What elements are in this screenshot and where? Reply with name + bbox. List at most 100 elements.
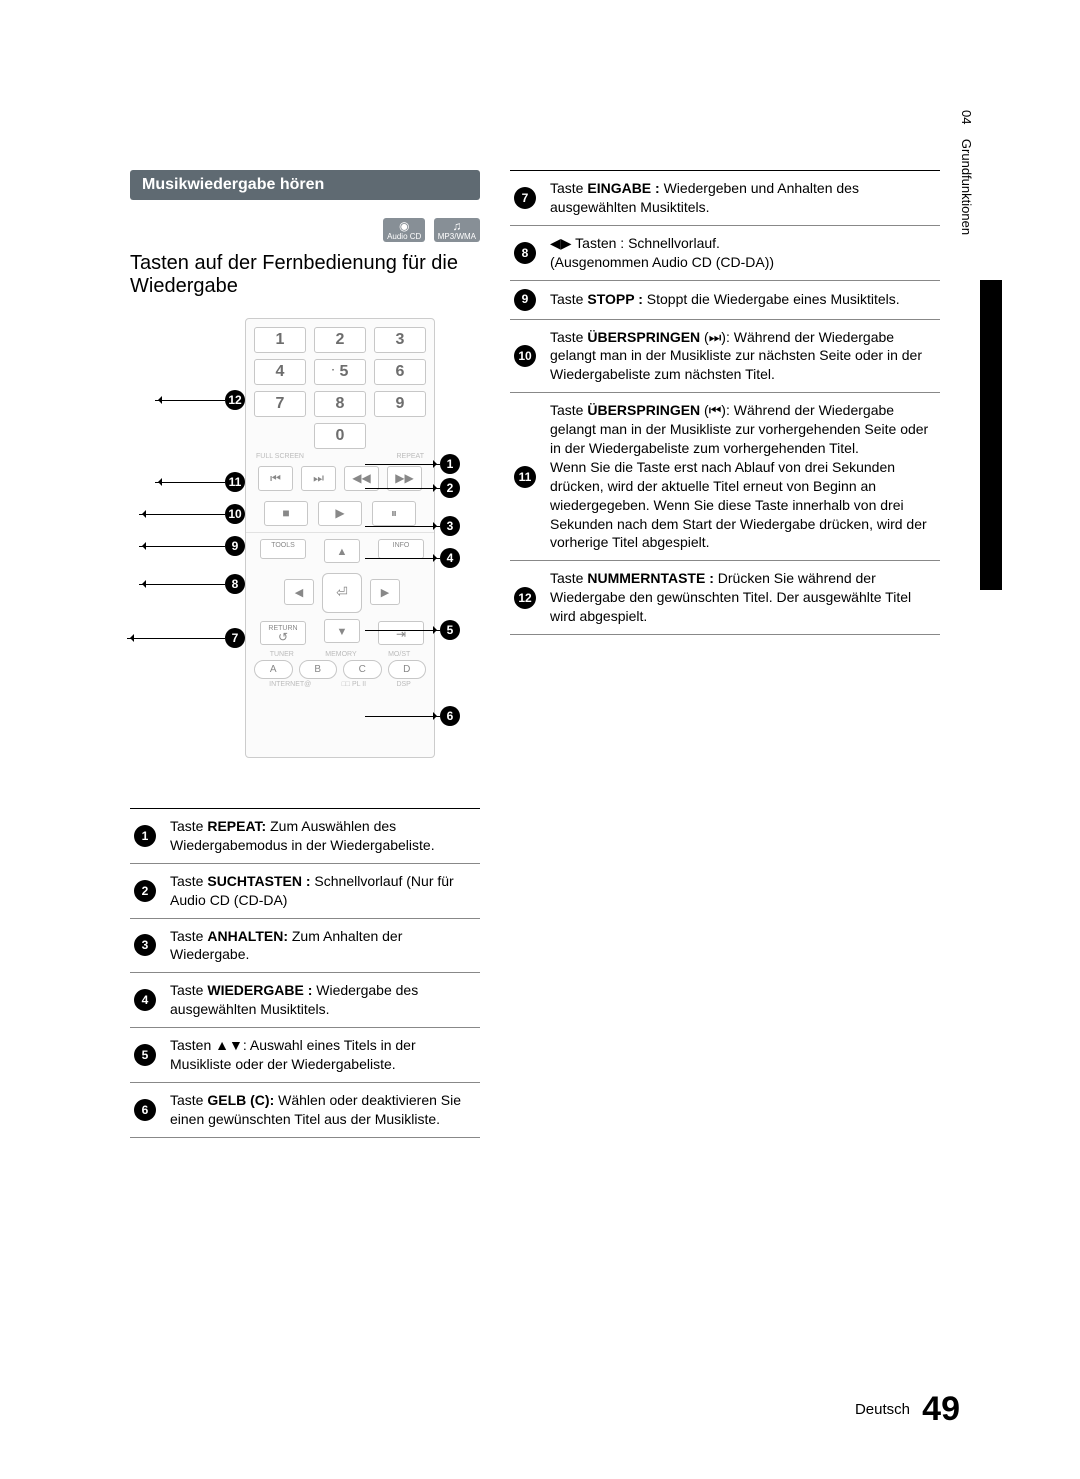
desc-text: Tasten ▲▼: Auswahl eines Titels in der M… (170, 1036, 476, 1074)
desc-text: Taste SUCHTASTEN : Schnellvorlauf (Nur f… (170, 872, 476, 910)
key-right: ▶ (370, 579, 400, 605)
desc-row: 9 Taste STOPP : Stoppt die Wiedergabe ein… (510, 281, 940, 320)
page-footer: Deutsch 49 (855, 1390, 960, 1429)
desc-row: 7 Taste EINGABE : Wiedergeben und Anhalte… (510, 171, 940, 226)
key-7: 7 (254, 391, 306, 417)
callout-5: 5 (365, 620, 460, 640)
key-up: ▲ (324, 539, 360, 563)
desc-bullet: 12 (514, 587, 536, 609)
footer-lang: Deutsch (855, 1401, 910, 1418)
key-down: ▼ (324, 619, 360, 643)
desc-text: Taste ÜBERSPRINGEN (⏮): Während der Wied… (550, 401, 936, 552)
key-4: 4 (254, 359, 306, 385)
key-a: A (254, 660, 293, 679)
callout-1: 1 (365, 454, 460, 474)
desc-bullet: 5 (134, 1044, 156, 1066)
desc-text: Taste ANHALTEN: Zum Anhalten der Wiederg… (170, 927, 476, 965)
footer-page-number: 49 (922, 1390, 960, 1428)
callouts-left: 12 11 10 9 8 7 (150, 318, 245, 778)
desc-row: 6 Taste GELB (C): Wählen oder deaktiviere… (130, 1083, 480, 1138)
key-play: ▶ (318, 501, 362, 526)
key-1: 1 (254, 327, 306, 353)
chapter-title: Grundfunktionen (959, 139, 974, 235)
label-dsp: DSP (396, 681, 410, 688)
desc-text: Taste EINGABE : Wiedergeben und Anhalten… (550, 179, 936, 217)
desc-row: 4 Taste WIEDERGABE : Wiedergabe des ausge… (130, 973, 480, 1028)
callout-12: 12 (155, 390, 245, 410)
desc-text: Taste NUMMERNTASTE : Drücken Sie während… (550, 569, 936, 626)
desc-bullet: 11 (514, 466, 536, 488)
side-black-bar (980, 280, 1002, 590)
key-d: D (388, 660, 427, 679)
side-tab: 04 Grundfunktionen (959, 110, 974, 235)
desc-bullet: 7 (514, 187, 536, 209)
color-row: A B C D (254, 660, 426, 679)
desc-table-right: 7 Taste EINGABE : Wiedergeben und Anhalte… (510, 170, 940, 635)
key-5: · 5 (314, 359, 366, 385)
desc-bullet: 1 (134, 825, 156, 847)
key-c: C (343, 660, 382, 679)
key-2: 2 (314, 327, 366, 353)
callout-2: 2 (365, 478, 460, 498)
key-9: 9 (374, 391, 426, 417)
callout-11: 11 (155, 472, 245, 492)
callout-9: 9 (139, 536, 245, 556)
key-next: ⏭ (301, 466, 336, 491)
page-subtitle: Tasten auf der Fernbedienung für die Wie… (130, 252, 480, 298)
callout-3: 3 (365, 516, 460, 536)
desc-row: 1 Taste REPEAT: Zum Auswählen des Wiederg… (130, 809, 480, 864)
desc-bullet: 9 (514, 289, 536, 311)
desc-bullet: 10 (514, 345, 536, 367)
key-8: 8 (314, 391, 366, 417)
callout-4: 4 (365, 548, 460, 568)
label-pl2: □□ PL II (342, 681, 367, 688)
label-fullscreen: FULL SCREEN (256, 453, 304, 460)
remote-body: 1 2 3 4 · 5 6 7 8 9 0 FULL SCREENREPEAT … (245, 318, 435, 758)
desc-bullet: 8 (514, 242, 536, 264)
key-left: ◀ (284, 579, 314, 605)
chapter-number: 04 (959, 110, 974, 124)
desc-row: 10 Taste ÜBERSPRINGEN (⏭): Während der Wi… (510, 320, 940, 394)
desc-row: 12 Taste NUMMERNTASTE : Drücken Sie währe… (510, 561, 940, 635)
page-content: Musikwiedergabe hören ◉Audio CD ♫MP3/WMA… (130, 170, 950, 1138)
key-3: 3 (374, 327, 426, 353)
desc-row: 2 Taste SUCHTASTEN : Schnellvorlauf (Nur … (130, 864, 480, 919)
label-internet: INTERNET@ (269, 681, 311, 688)
desc-bullet: 4 (134, 989, 156, 1011)
key-stop: ■ (264, 501, 308, 526)
desc-row: 3 Taste ANHALTEN: Zum Anhalten der Wieder… (130, 919, 480, 974)
label-molist: MO/ST (388, 651, 410, 658)
media-chips: ◉Audio CD ♫MP3/WMA (130, 218, 480, 244)
section-title-bar: Musikwiedergabe hören (130, 170, 480, 200)
label-memory: MEMORY (325, 651, 356, 658)
desc-row: 8 ◀▶ Tasten : Schnellvorlauf.(Ausgenommen… (510, 226, 940, 281)
remote-diagram: 1 2 3 4 · 5 6 7 8 9 0 FULL SCREENREPEAT … (150, 318, 460, 778)
desc-bullet: 2 (134, 880, 156, 902)
desc-text: Taste WIEDERGABE : Wiedergabe des ausgew… (170, 981, 476, 1019)
key-prev: ⏮ (258, 466, 293, 491)
callouts-right: 1 2 3 4 5 6 (435, 318, 460, 778)
desc-row: 5 Tasten ▲▼: Auswahl eines Titels in der … (130, 1028, 480, 1083)
desc-row: 11 Taste ÜBERSPRINGEN (⏮): Während der Wi… (510, 393, 940, 561)
desc-bullet: 6 (134, 1099, 156, 1121)
callout-6: 6 (365, 706, 460, 726)
chip-audio-cd: ◉Audio CD (383, 218, 425, 242)
desc-text: ◀▶ Tasten : Schnellvorlauf.(Ausgenommen … (550, 234, 936, 272)
callout-7: 7 (127, 628, 245, 648)
key-6: 6 (374, 359, 426, 385)
key-return: RETURN↺ (260, 621, 306, 645)
left-column: Musikwiedergabe hören ◉Audio CD ♫MP3/WMA… (130, 170, 480, 1138)
desc-text: Taste GELB (C): Wählen oder deaktivieren… (170, 1091, 476, 1129)
number-pad: 1 2 3 4 · 5 6 7 8 9 0 (254, 327, 426, 449)
desc-text: Taste ÜBERSPRINGEN (⏭): Während der Wied… (550, 328, 936, 385)
key-0: 0 (314, 423, 366, 449)
desc-text: Taste STOPP : Stoppt die Wiedergabe eine… (550, 290, 936, 309)
key-b: B (299, 660, 338, 679)
desc-text: Taste REPEAT: Zum Auswählen des Wiederga… (170, 817, 476, 855)
desc-bullet: 3 (134, 934, 156, 956)
key-tools: TOOLS (260, 539, 306, 559)
key-enter: ⏎ (322, 573, 362, 613)
callout-8: 8 (139, 574, 245, 594)
desc-table-left: 1 Taste REPEAT: Zum Auswählen des Wiederg… (130, 808, 480, 1138)
right-column: 7 Taste EINGABE : Wiedergeben und Anhalte… (510, 170, 940, 635)
